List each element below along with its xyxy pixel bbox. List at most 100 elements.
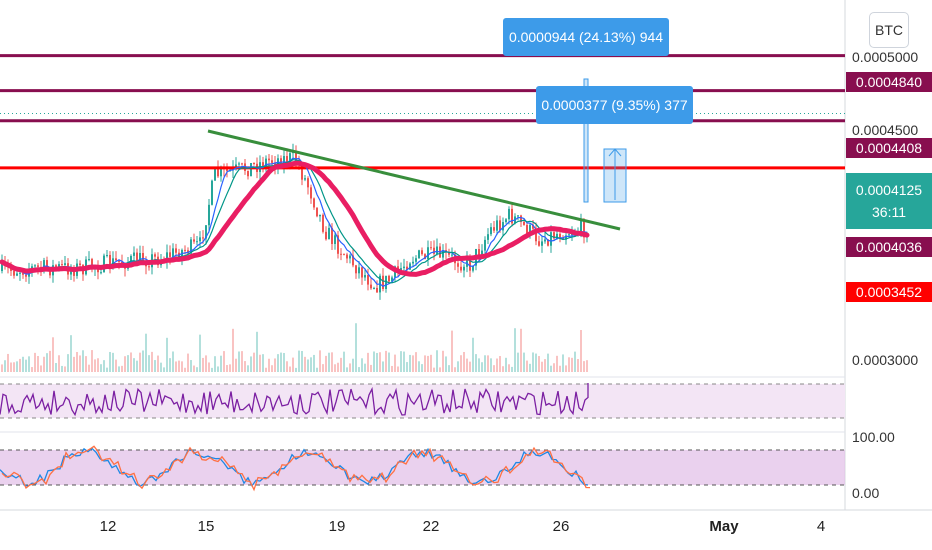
- volume-bar: [142, 350, 144, 372]
- volume-bar: [526, 360, 528, 372]
- candle-body: [262, 162, 264, 168]
- volume-bar: [472, 337, 474, 372]
- volume-bar: [190, 360, 192, 372]
- price-tick-label: 0.0004500: [852, 122, 918, 138]
- volume-bar: [412, 355, 414, 372]
- price-tag-level-3: 0.0004036: [846, 237, 932, 257]
- volume-bar: [130, 352, 132, 372]
- candle-body: [367, 275, 369, 285]
- candle-body: [466, 257, 468, 267]
- volume-bar: [454, 367, 456, 372]
- candle-body: [313, 198, 315, 208]
- candle-body: [250, 162, 252, 177]
- candle-body: [478, 249, 480, 255]
- volume-bar: [49, 350, 51, 372]
- volume-bar: [172, 351, 174, 372]
- candle-body: [16, 273, 18, 276]
- volume-bar: [544, 359, 546, 372]
- volume-bar: [580, 330, 582, 372]
- date-tick-label: 4: [817, 518, 825, 535]
- volume-bar: [193, 365, 195, 372]
- volume-bar: [328, 352, 330, 372]
- volume-bar: [484, 355, 486, 372]
- candle-body: [469, 257, 471, 271]
- candle-body: [421, 250, 423, 255]
- volume-bar: [97, 358, 99, 372]
- candle-body: [118, 260, 120, 262]
- candle-body: [349, 255, 351, 259]
- volume-bar: [91, 350, 93, 372]
- volume-bar: [490, 358, 492, 372]
- volume-bar: [517, 352, 519, 372]
- volume-bar: [478, 358, 480, 372]
- currency-button[interactable]: BTC: [869, 12, 909, 48]
- candle-body: [364, 275, 366, 278]
- volume-bar: [226, 365, 228, 372]
- volume-bar: [436, 350, 438, 372]
- candle-body: [175, 248, 177, 253]
- volume-bar: [22, 356, 24, 372]
- candle-body: [37, 265, 39, 267]
- volume-bar: [364, 363, 366, 372]
- volume-bar: [505, 357, 507, 372]
- volume-bar: [112, 352, 114, 372]
- osc2-band: [0, 450, 845, 485]
- volume-bar: [64, 366, 66, 372]
- volume-bar: [376, 352, 378, 372]
- volume-bar: [202, 357, 204, 372]
- volume-bar: [214, 356, 216, 372]
- volume-bar: [160, 362, 162, 372]
- volume-bar: [406, 362, 408, 372]
- candle-body: [205, 225, 207, 239]
- candle-body: [400, 268, 402, 271]
- candle-body: [412, 261, 414, 264]
- candle-body: [310, 187, 312, 199]
- volume-bar: [19, 358, 21, 372]
- volume-bar: [199, 334, 201, 372]
- volume-bar: [187, 353, 189, 372]
- volume-bar: [211, 367, 213, 372]
- candle-body: [271, 160, 273, 163]
- measure-callout-small: 0.0000377 (9.35%) 377: [536, 86, 693, 124]
- candle-body: [100, 272, 102, 274]
- volume-bar: [361, 358, 363, 372]
- candle-body: [409, 263, 411, 270]
- volume-bar: [586, 360, 588, 372]
- candle-body: [115, 258, 117, 261]
- candle-body: [169, 252, 171, 258]
- candle-body: [481, 250, 483, 255]
- volume-bar: [292, 357, 294, 372]
- volume-bar: [295, 367, 297, 372]
- candle-body: [289, 153, 291, 163]
- candle-body: [427, 247, 429, 260]
- volume-bar: [10, 362, 12, 372]
- candle-body: [472, 265, 474, 271]
- candle-body: [361, 267, 363, 278]
- volume-bar: [118, 366, 120, 372]
- price-tag-level-1: 0.0004840: [846, 72, 932, 92]
- volume-bar: [331, 352, 333, 372]
- volume-bar: [175, 361, 177, 372]
- volume-bar: [157, 355, 159, 372]
- candle-body: [109, 254, 111, 268]
- measure-callout-large: 0.0000944 (24.13%) 944: [503, 18, 669, 56]
- candle-body: [436, 246, 438, 254]
- candle-body: [583, 220, 585, 238]
- chart-grid: [0, 0, 932, 511]
- volume-bar: [28, 356, 30, 372]
- volume-bar: [145, 333, 147, 372]
- price-tick-label: 0.0003000: [852, 352, 918, 368]
- candle-body: [235, 164, 237, 167]
- volume-bar: [289, 366, 291, 372]
- candle-body: [451, 254, 453, 256]
- candle-body: [484, 239, 486, 251]
- candle-body: [508, 208, 510, 220]
- candle-body: [547, 239, 549, 246]
- volume-bar: [469, 361, 471, 372]
- axes: 0.0005000 0.0004500 0.0003000 100.00 0.00 12 1…: [100, 49, 919, 535]
- volume-bar: [58, 355, 60, 372]
- candle-body: [184, 249, 186, 251]
- osc-tick-label: 0.00: [852, 485, 879, 501]
- volume-bar: [247, 365, 249, 372]
